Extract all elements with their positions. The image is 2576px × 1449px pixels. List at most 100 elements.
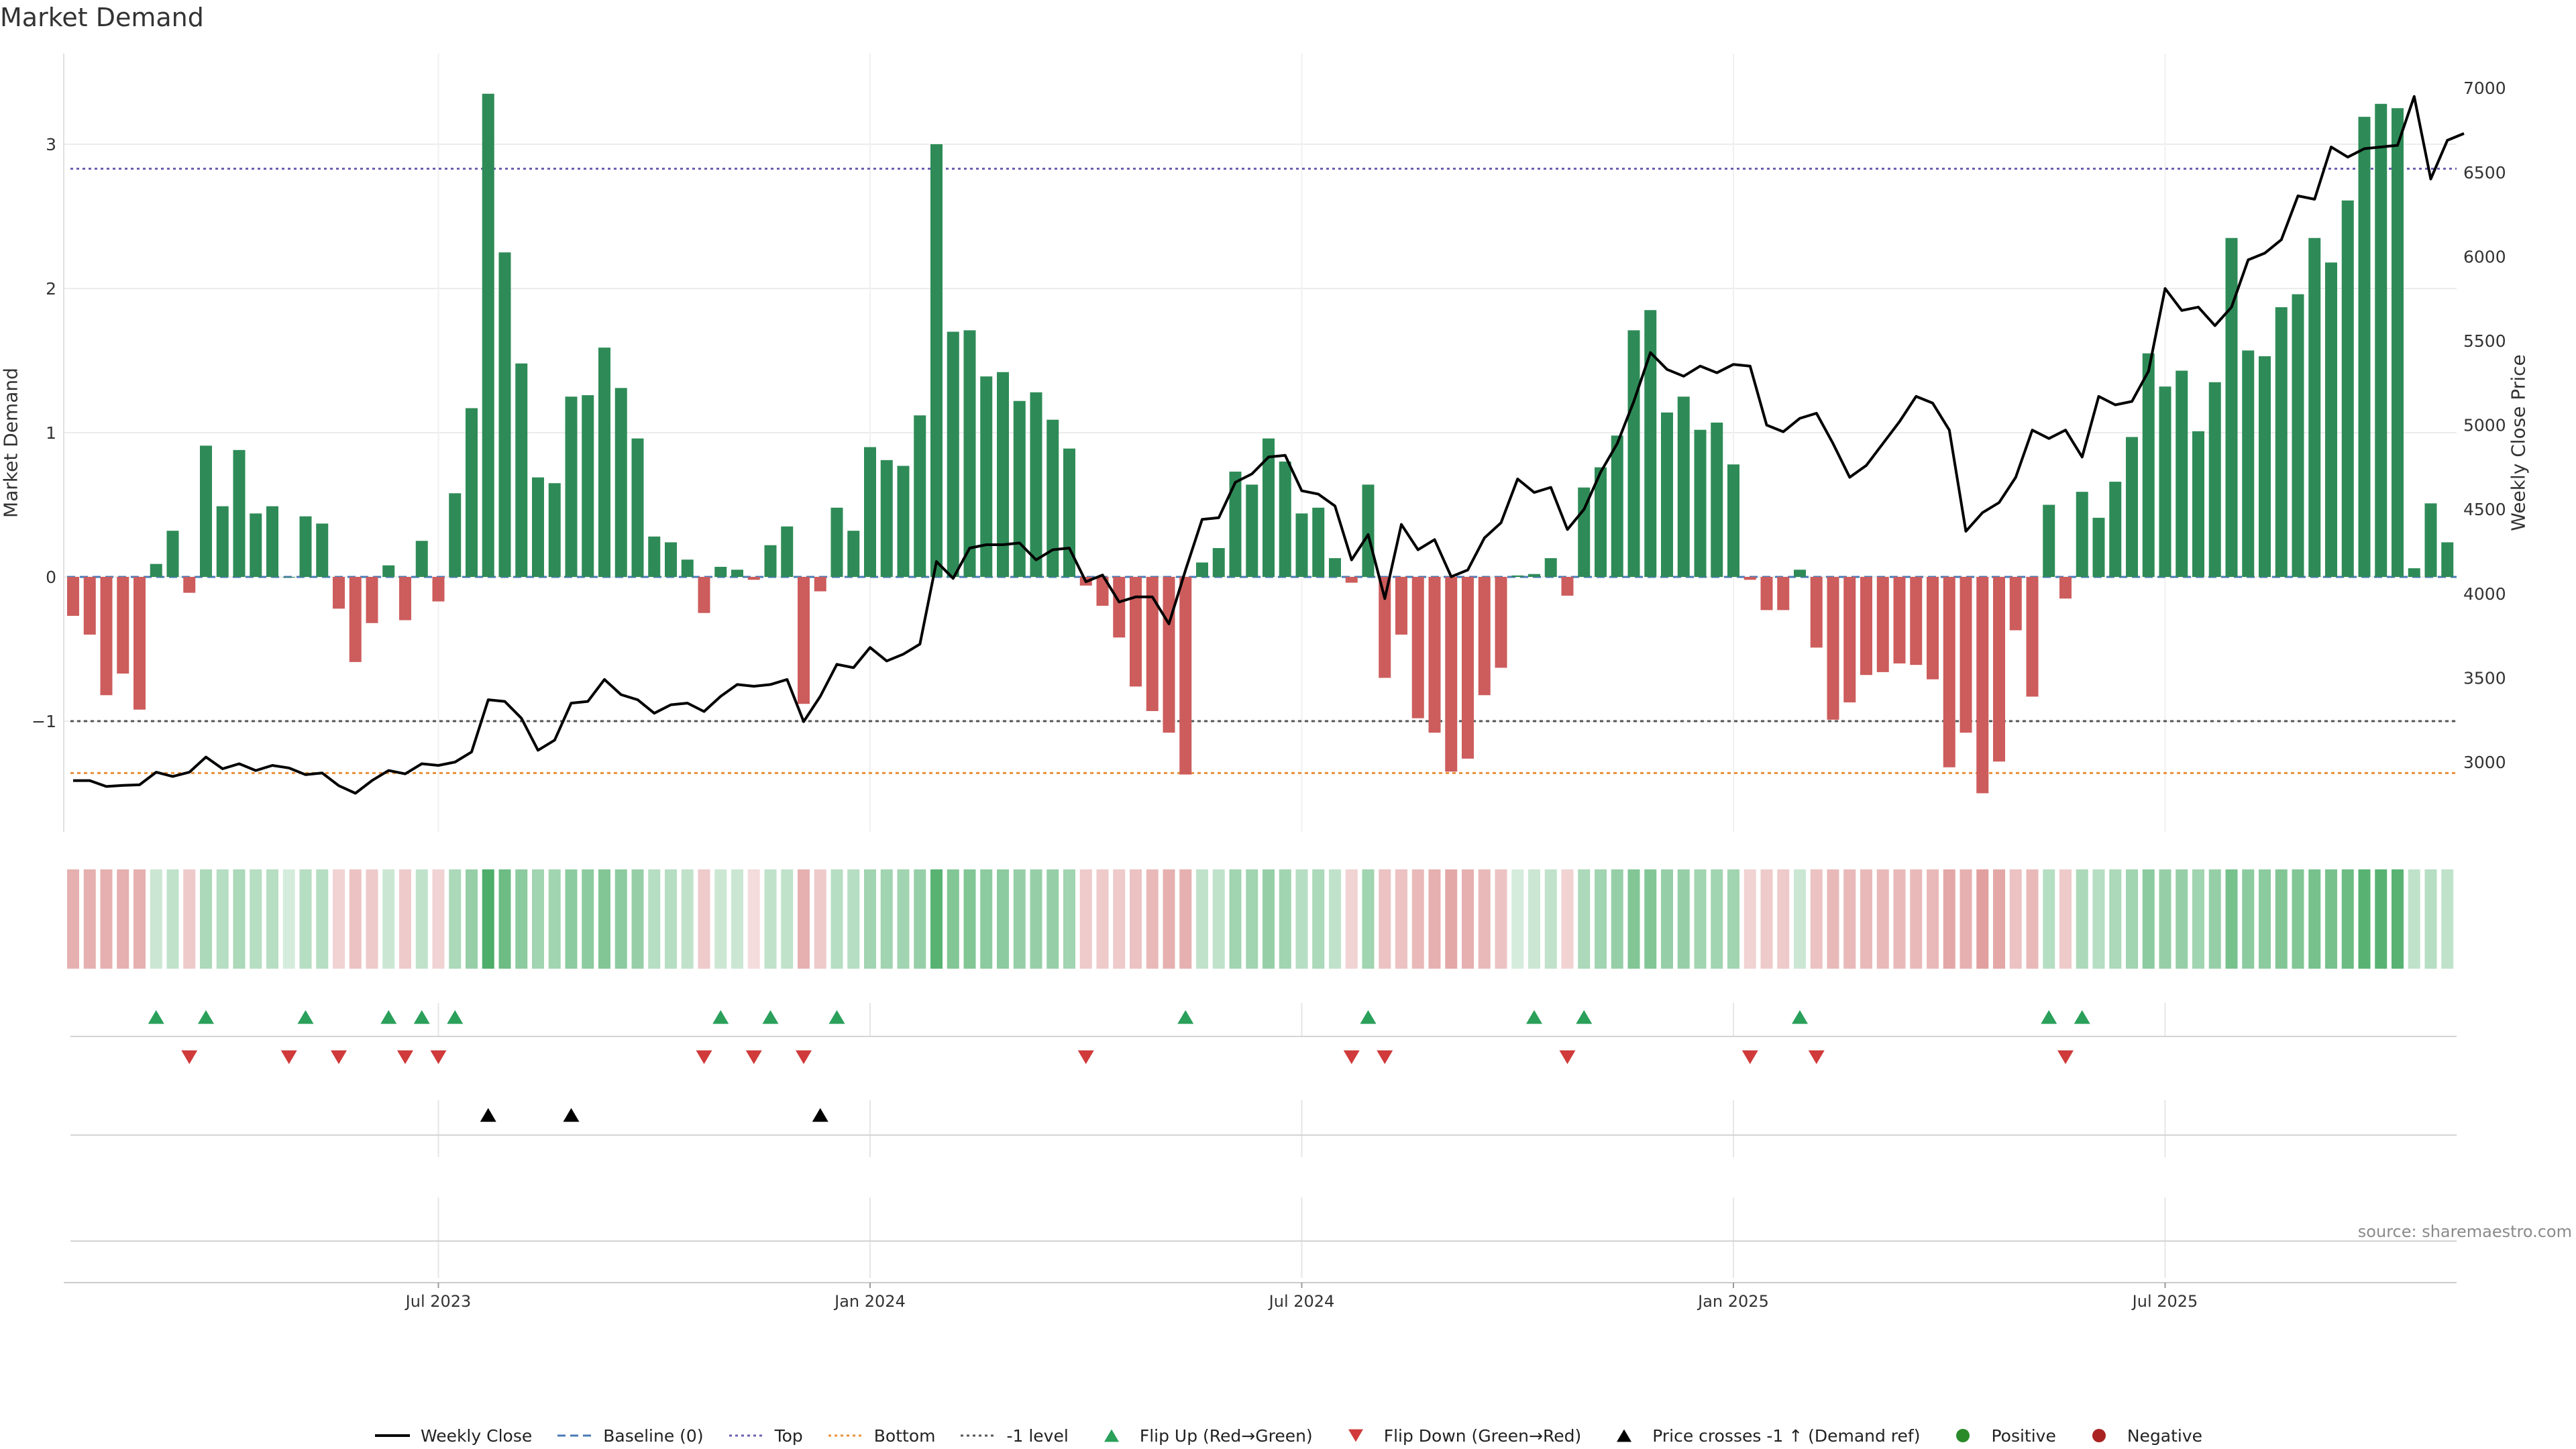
- strip-cell: [1511, 869, 1524, 969]
- flip-down-marker: [1741, 1050, 1758, 1065]
- demand-bar: [100, 577, 113, 696]
- strip-cell: [1611, 869, 1623, 969]
- strip-cell: [2358, 869, 2371, 969]
- demand-bar: [1976, 577, 1989, 794]
- strip-cell: [2292, 869, 2304, 969]
- strip-cell: [250, 869, 262, 969]
- strip-cell: [2275, 869, 2288, 969]
- demand-bar: [1312, 507, 1325, 577]
- strip-cell: [1411, 869, 1424, 969]
- legend-swatch: [1956, 1429, 1970, 1442]
- strip-cell: [316, 869, 329, 969]
- demand-bar: [914, 415, 926, 577]
- demand-bar: [1677, 396, 1690, 577]
- y2-tick-label: 5500: [2463, 331, 2506, 351]
- x-tick-label: Jul 2023: [405, 1292, 472, 1311]
- strip-cell: [1544, 869, 1557, 969]
- demand-bar: [1711, 422, 1723, 577]
- strip-cell: [333, 869, 345, 969]
- strip-cell: [2408, 869, 2420, 969]
- demand-bar: [2176, 370, 2188, 577]
- price-cross-marker: [563, 1108, 580, 1122]
- strip-cell: [930, 869, 943, 969]
- strip-cell: [299, 869, 312, 969]
- demand-bar: [2192, 431, 2204, 577]
- demand-bar: [216, 506, 229, 577]
- legend-label: -1 level: [1006, 1426, 1069, 1446]
- strip-cell: [1428, 869, 1441, 969]
- demand-bar: [2009, 577, 2022, 631]
- legend-item-flip-up: Flip Up (Red→Green): [1093, 1426, 1313, 1446]
- demand-bar: [282, 577, 295, 578]
- demand-bar: [1495, 577, 1507, 668]
- flip-up-marker: [828, 1010, 845, 1024]
- demand-bar: [714, 566, 727, 577]
- strip-cell: [1495, 869, 1507, 969]
- strip-cell: [980, 869, 993, 969]
- level-lines: [67, 168, 2457, 774]
- heat-strip: [67, 869, 2454, 969]
- demand-bar: [1362, 484, 1375, 577]
- demand-bar: [847, 531, 860, 577]
- demand-bar: [681, 559, 694, 577]
- demand-bar: [1993, 577, 2005, 762]
- legend-swatch: [557, 1434, 593, 1437]
- strip-cell: [2341, 869, 2354, 969]
- strip-cell: [880, 869, 893, 969]
- strip-cell: [1013, 869, 1026, 969]
- demand-bar: [2308, 237, 2321, 577]
- strip-cell: [1694, 869, 1707, 969]
- demand-bar: [166, 531, 179, 577]
- event-rows: [64, 1010, 2457, 1283]
- demand-bar: [1212, 548, 1225, 577]
- legend-swatch-triangle-up: [1104, 1429, 1119, 1442]
- flip-up-marker: [2041, 1010, 2057, 1024]
- strip-cell: [2092, 869, 2105, 969]
- flip-up-marker: [1360, 1010, 1377, 1024]
- price-cross-marker: [812, 1108, 828, 1122]
- demand-bar: [2441, 542, 2454, 577]
- strip-cell: [2225, 869, 2238, 969]
- demand-bar: [1295, 513, 1308, 577]
- flip-up-marker: [1792, 1010, 1808, 1024]
- flip-up-marker: [148, 1010, 164, 1024]
- strip-cell: [1976, 869, 1989, 969]
- strip-cell: [1760, 869, 1773, 969]
- legend-swatch: [1104, 1429, 1119, 1442]
- flip-down-marker: [1077, 1050, 1094, 1065]
- strip-cell: [2308, 869, 2321, 969]
- y-tick-label: −1: [32, 712, 56, 731]
- strip-cell: [1229, 869, 1242, 969]
- strip-cell: [947, 869, 959, 969]
- strip-cell: [1395, 869, 1407, 969]
- strip-cell: [2026, 869, 2039, 969]
- demand-bar: [897, 466, 910, 577]
- strip-cell: [814, 869, 826, 969]
- demand-bar: [648, 536, 661, 577]
- y2-tick-label: 5000: [2463, 416, 2506, 435]
- demand-bar: [1063, 448, 1075, 577]
- demand-bar: [1013, 400, 1026, 577]
- strip-cell: [2325, 869, 2337, 969]
- demand-bar: [1179, 577, 1192, 775]
- demand-bar: [1927, 577, 1939, 680]
- demand-bar: [1279, 462, 1291, 577]
- legend-swatch: [729, 1434, 764, 1437]
- flip-down-marker: [745, 1050, 762, 1065]
- strip-cell: [698, 869, 710, 969]
- demand-bar: [2392, 108, 2404, 577]
- strip-cell: [897, 869, 910, 969]
- x-tick-label: Jan 2024: [833, 1292, 906, 1311]
- demand-bar: [316, 523, 329, 577]
- y2-tick-label: 6500: [2463, 163, 2506, 182]
- demand-bar: [299, 516, 312, 577]
- flip-down-marker: [1559, 1050, 1576, 1065]
- demand-bar: [117, 577, 129, 674]
- strip-cell: [1079, 869, 1092, 969]
- demand-bar: [183, 577, 196, 593]
- strip-cell: [1810, 869, 1823, 969]
- price-cross-marker: [480, 1108, 496, 1122]
- demand-bar: [2109, 482, 2122, 577]
- strip-cell: [449, 869, 462, 969]
- strip-cell: [2176, 869, 2188, 969]
